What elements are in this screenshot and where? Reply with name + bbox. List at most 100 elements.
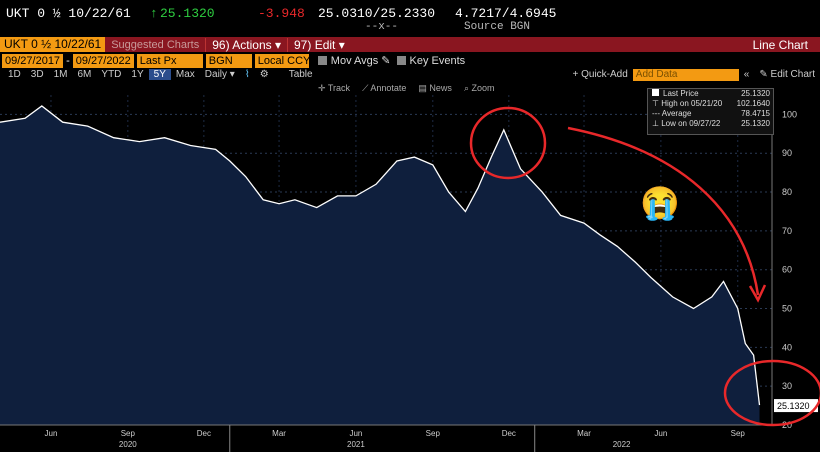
last-value-box [774, 399, 818, 413]
source-selector[interactable]: BGN [205, 53, 252, 68]
y-tick-label: 80 [782, 187, 792, 197]
news-button[interactable]: ▤ News [418, 82, 452, 93]
avg-marker-icon: --- [652, 109, 662, 118]
track-button[interactable]: ✛ Track [318, 82, 351, 93]
x-tick-label: Mar [577, 429, 591, 438]
legend-last-price-value: 25.1320 [741, 89, 770, 98]
x-tick-label: Dec [502, 429, 516, 438]
pencil-icon: ✎ [759, 69, 768, 80]
year-label: 2020 [119, 440, 137, 449]
period-button-6m[interactable]: 6M [77, 69, 92, 80]
suggested-charts-button[interactable]: Suggested Charts [111, 38, 200, 51]
period-buttons: 1D 3D 1M 6M YTD 1Y 5Y Max [3, 69, 200, 80]
mov-avgs-label: Mov Avgs [330, 54, 379, 67]
last-value-label: 25.1320 [774, 399, 818, 413]
y-tick-label: 90 [782, 148, 792, 158]
period-button-ytd[interactable]: YTD [101, 69, 122, 80]
annotation-circle-peak [469, 106, 547, 180]
quick-add-button[interactable]: + Quick-Add [572, 69, 628, 80]
actions-label: Actions [232, 37, 272, 52]
edit-chart-label: Edit Chart [770, 69, 815, 80]
source-label: Source BGN [464, 21, 531, 33]
x-tick-label: Sep [121, 429, 136, 438]
price-line [0, 105, 761, 406]
frequency-dropdown[interactable]: Daily ▾ [204, 69, 235, 80]
period-button-3d[interactable]: 3D [30, 69, 44, 80]
currency-selector[interactable]: Local CCY [254, 53, 310, 68]
add-data-input[interactable]: Add Data [632, 68, 739, 81]
year-label: 2021 [347, 440, 365, 449]
track-label: Track [327, 82, 351, 93]
zoom-button[interactable]: ⌕ Zoom [463, 82, 495, 93]
bid-ask: 25.0310/25.2330 [318, 6, 436, 21]
annotation-circle-low [723, 359, 820, 427]
annotation-arrowhead [748, 284, 767, 303]
date-separator: - [66, 54, 70, 67]
legend-low: ⊥ Low on 09/27/22 25.1320 [648, 119, 773, 129]
zoom-label: Zoom [471, 82, 495, 93]
frequency-label: Daily [204, 69, 228, 80]
year-label: 2022 [613, 440, 631, 449]
x-tick-label: Dec [197, 429, 211, 438]
edit-chart-button[interactable]: ✎ Edit Chart [754, 69, 820, 80]
price-change: -3.948 [258, 6, 305, 21]
edit-number: 97) [294, 37, 312, 52]
key-events-checkbox[interactable] [396, 56, 406, 65]
annotate-button[interactable]: ⟋ Annotate [362, 82, 407, 93]
mov-avgs-checkbox[interactable] [317, 56, 327, 65]
x-tick-label: Sep [731, 429, 746, 438]
chevron-down-icon: ▾ [274, 37, 281, 52]
low-marker-icon: ⊥ [652, 119, 662, 128]
edit-menu[interactable]: 97) Edit ▾ [287, 37, 351, 52]
high-marker-icon: ⊤ [652, 99, 662, 108]
last-value-text: 25.1320 [777, 401, 810, 411]
legend-average: --- Average 78.4715 [648, 109, 773, 119]
x-tick-label: Mar [272, 429, 286, 438]
input-row: 09/27/2017 - 09/27/2022 Last Px BGN Loca… [0, 53, 820, 68]
annotations: 😭 [469, 106, 820, 427]
y-tick-label: 50 [782, 304, 792, 314]
legend-average-value: 78.4715 [741, 109, 770, 118]
chevron-down-icon: ▾ [338, 37, 345, 52]
line-chart-icon[interactable]: ⌇ [244, 69, 250, 80]
last-price: 25.1320 [160, 6, 215, 21]
x-tick-label: Jun [45, 429, 58, 438]
end-date-field[interactable]: 09/27/2022 [72, 53, 134, 68]
pencil-icon[interactable]: ✎ [381, 55, 391, 67]
bid-ask-size: --x-- [365, 21, 399, 33]
actions-number: 96) [212, 37, 230, 52]
collapse-icon[interactable]: « [743, 69, 750, 80]
period-button-1y[interactable]: 1Y [131, 69, 144, 80]
key-events-label: Key Events [409, 54, 466, 67]
actions-menu[interactable]: 96) Actions ▾ [205, 37, 287, 52]
start-date-field[interactable]: 09/27/2017 [2, 53, 64, 68]
settings-icon[interactable]: ⚙ [259, 69, 269, 80]
field-selector[interactable]: Last Px [136, 53, 203, 68]
legend-last-price-label: Last Price [663, 89, 699, 98]
y-axis: 20 30 40 50 60 70 80 90 100 [771, 95, 797, 430]
period-button-1m[interactable]: 1M [53, 69, 68, 80]
up-arrow-icon: ↑ [150, 6, 158, 21]
y-tick-label: 60 [782, 265, 792, 275]
price-area [0, 106, 760, 425]
y-tick-label: 100 [782, 109, 797, 119]
legend-high-value: 102.1640 [736, 99, 770, 108]
x-tick-label: Jun [349, 429, 362, 438]
security-name: UKT 0 ½ 10/22/61 [6, 6, 131, 21]
table-button[interactable]: Table [288, 69, 313, 80]
chart-subtoolbar: ✛ Track ⟋ Annotate ▤ News ⌕ Zoom [0, 82, 820, 94]
period-button-1d[interactable]: 1D [8, 69, 21, 80]
period-button-5y[interactable]: 5Y [148, 69, 171, 80]
crying-face-icon: 😭 [640, 185, 680, 221]
chart-type-label: Line Chart [752, 37, 808, 52]
edit-label: Edit [314, 37, 336, 52]
legend-low-label: Low on 09/27/22 [661, 119, 721, 128]
title-security[interactable]: UKT 0 ½ 10/22/61 [0, 37, 106, 52]
period-button-max[interactable]: Max [175, 69, 195, 80]
legend-high-label: High on 05/21/20 [661, 99, 723, 108]
x-tick-label: Jun [654, 429, 667, 438]
y-tick-label: 70 [782, 226, 792, 236]
y-tick-label: 20 [782, 420, 792, 430]
legend-last-price: Last Price 25.1320 [648, 89, 773, 99]
